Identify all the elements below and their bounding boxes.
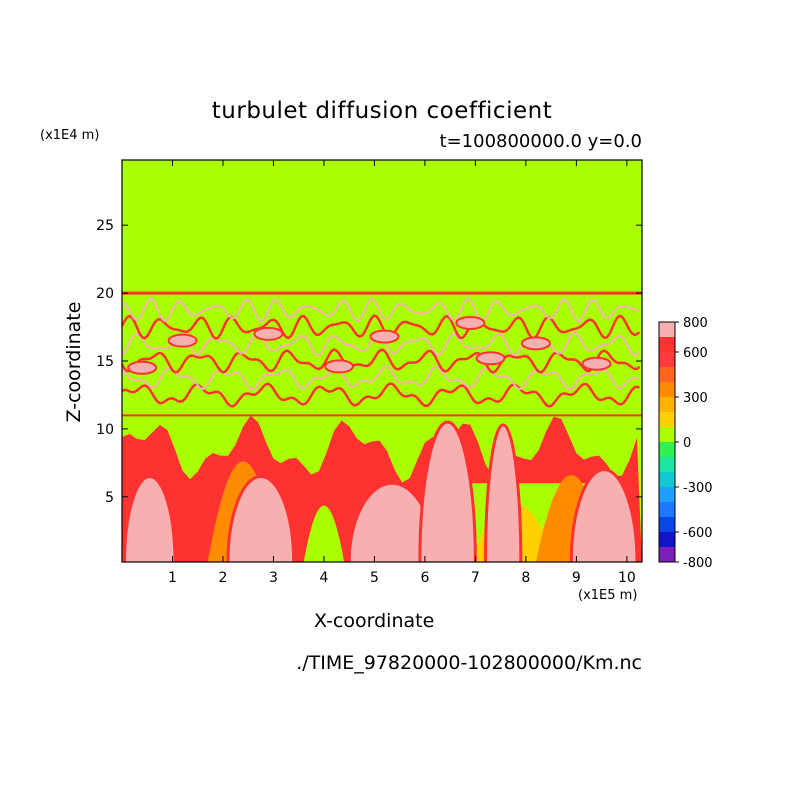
y-tick-label: 10 bbox=[96, 422, 114, 438]
colorbar-swatch bbox=[659, 427, 675, 442]
x-axis-ticks: 1 2 3 4 5 6 7 8 9 10 bbox=[168, 160, 636, 586]
x-tick-label: 7 bbox=[471, 570, 480, 586]
colorbar-swatch bbox=[659, 532, 675, 547]
y-tick-label: 20 bbox=[96, 286, 114, 302]
colorbar-swatch bbox=[659, 547, 675, 562]
colorbar-swatch bbox=[659, 322, 675, 337]
x-tick-label: 6 bbox=[420, 570, 429, 586]
x-tick-label: 8 bbox=[521, 570, 530, 586]
colorbar-label: 800 bbox=[683, 316, 708, 331]
x-axis-label: X-coordinate bbox=[314, 610, 435, 632]
colorbar-swatch bbox=[659, 517, 675, 532]
colorbar-swatch bbox=[659, 412, 675, 427]
chart-title: turbulet diffusion coefficient bbox=[211, 98, 553, 124]
colorbar-swatch bbox=[659, 367, 675, 382]
x-tick-label: 2 bbox=[219, 570, 228, 586]
file-path: ./TIME_97820000-102800000/Km.nc bbox=[296, 652, 642, 674]
x-axis-unit: (x1E5 m) bbox=[578, 588, 638, 603]
colorbar-label: 300 bbox=[683, 391, 708, 406]
colorbar-label: 0 bbox=[683, 436, 691, 451]
x-tick-label: 4 bbox=[319, 570, 328, 586]
colorbar-swatch bbox=[659, 472, 675, 487]
plot-area bbox=[122, 160, 642, 562]
x-tick-label: 5 bbox=[370, 570, 379, 586]
x-tick-label: 1 bbox=[168, 570, 177, 586]
x-tick-label: 10 bbox=[618, 570, 636, 586]
x-tick-label: 9 bbox=[572, 570, 581, 586]
colorbar-swatch bbox=[659, 442, 675, 457]
upper-turbulent-band bbox=[122, 291, 642, 417]
colorbar-swatch bbox=[659, 337, 675, 352]
y-tick-label: 15 bbox=[96, 354, 114, 370]
y-axis-unit: (x1E4 m) bbox=[40, 128, 100, 143]
colorbar-label: -300 bbox=[683, 481, 713, 496]
lower-turbulent-band bbox=[122, 415, 642, 562]
colorbar-swatch bbox=[659, 457, 675, 472]
colorbar-swatch bbox=[659, 352, 675, 367]
y-tick-label: 25 bbox=[96, 218, 114, 234]
y-axis-ticks: 5 10 15 20 25 bbox=[96, 218, 642, 506]
colorbar-swatch bbox=[659, 382, 675, 397]
colorbar-swatch bbox=[659, 487, 675, 502]
colorbar-swatch bbox=[659, 397, 675, 412]
chart-subtitle: t=100800000.0 y=0.0 bbox=[439, 131, 642, 152]
colorbar-label: 600 bbox=[683, 346, 708, 361]
colorbar-swatch bbox=[659, 502, 675, 517]
y-tick-label: 5 bbox=[105, 490, 114, 506]
colorbar: 800 600 300 0 -300 -600 -800 bbox=[658, 316, 713, 571]
colorbar-label: -600 bbox=[683, 526, 713, 541]
colorbar-label: -800 bbox=[683, 556, 713, 571]
x-tick-label: 3 bbox=[269, 570, 278, 586]
